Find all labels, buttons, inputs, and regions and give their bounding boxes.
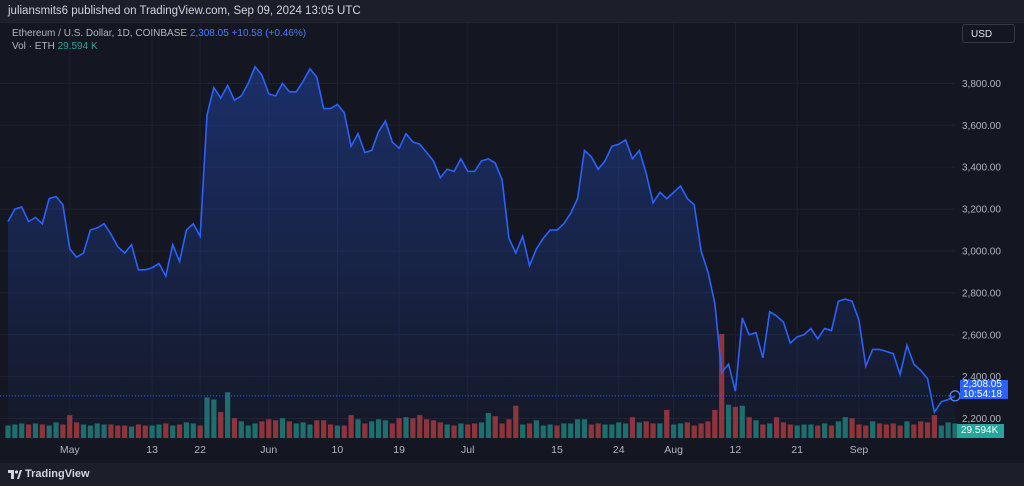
- y-tick-label: 3,400.00: [962, 163, 1001, 174]
- x-tick-label: 10: [332, 444, 344, 456]
- x-tick-label: 22: [194, 444, 206, 456]
- bar-countdown: 10:54:18: [963, 389, 1002, 400]
- price-line: [7, 65, 956, 415]
- volume-label: Vol · ETH: [12, 41, 55, 52]
- current-price: 2,308.05: [963, 379, 1002, 390]
- y-tick-label: 3,200.00: [962, 205, 1001, 216]
- currency-button[interactable]: USD: [962, 24, 1015, 43]
- price-area-fill: [8, 66, 955, 440]
- x-tick-label: 24: [613, 444, 625, 456]
- price-change: +10.58 (+0.46%): [231, 28, 307, 39]
- footer-bar: TradingView: [0, 463, 1024, 486]
- x-tick-label: Sep: [850, 444, 869, 456]
- volume-value: 29.594 K: [57, 41, 98, 52]
- tradingview-brand: TradingView: [25, 468, 90, 480]
- y-tick-label: 2,200.00: [962, 414, 1001, 425]
- chart-legend: Ethereum / U.S. Dollar, 1D, COINBASE 2,3…: [12, 27, 306, 53]
- x-axis-labels: May 13 22 Jun 10 19 Jul 15 24 Aug 12 21 Sep: [60, 444, 869, 456]
- current-volume-label: 29.594K: [957, 424, 1004, 438]
- current-price-label: 2,308.05 10:54:18: [960, 379, 1008, 400]
- tradingview-logo-icon: [8, 470, 22, 479]
- y-tick-label: 2,600.00: [962, 330, 1001, 341]
- publisher-text: juliansmits6 published on TradingView.co…: [8, 5, 361, 17]
- x-tick-label: 19: [393, 444, 405, 456]
- symbol-row: Ethereum / U.S. Dollar, 1D, COINBASE 2,3…: [12, 27, 306, 40]
- last-price: 2,308.05: [189, 28, 229, 39]
- publisher-bar: juliansmits6 published on TradingView.co…: [0, 0, 1024, 22]
- y-tick-label: 3,000.00: [962, 246, 1001, 257]
- y-tick-label: 2,400.00: [962, 372, 1001, 383]
- symbol-text: Ethereum / U.S. Dollar, 1D, COINBASE: [12, 28, 188, 39]
- y-tick-label: 2,800.00: [962, 288, 1001, 299]
- x-tick-label: 15: [551, 444, 563, 456]
- x-tick-label: May: [60, 444, 81, 456]
- x-tick-label: Aug: [664, 444, 683, 456]
- y-tick-label: 3,600.00: [962, 121, 1001, 132]
- x-tick-label: Jul: [461, 444, 474, 456]
- y-tick-label: 3,800.00: [962, 79, 1001, 90]
- y-axis-labels: 2,200.00 2,400.00 2,600.00 2,800.00 3,000.00…: [962, 79, 1001, 425]
- x-tick-label: 21: [791, 444, 803, 456]
- volume-row: Vol · ETH 29.594 K: [12, 40, 306, 53]
- x-tick-label: 12: [730, 444, 742, 456]
- x-tick-label: 13: [146, 444, 158, 456]
- x-tick-label: Jun: [260, 444, 277, 456]
